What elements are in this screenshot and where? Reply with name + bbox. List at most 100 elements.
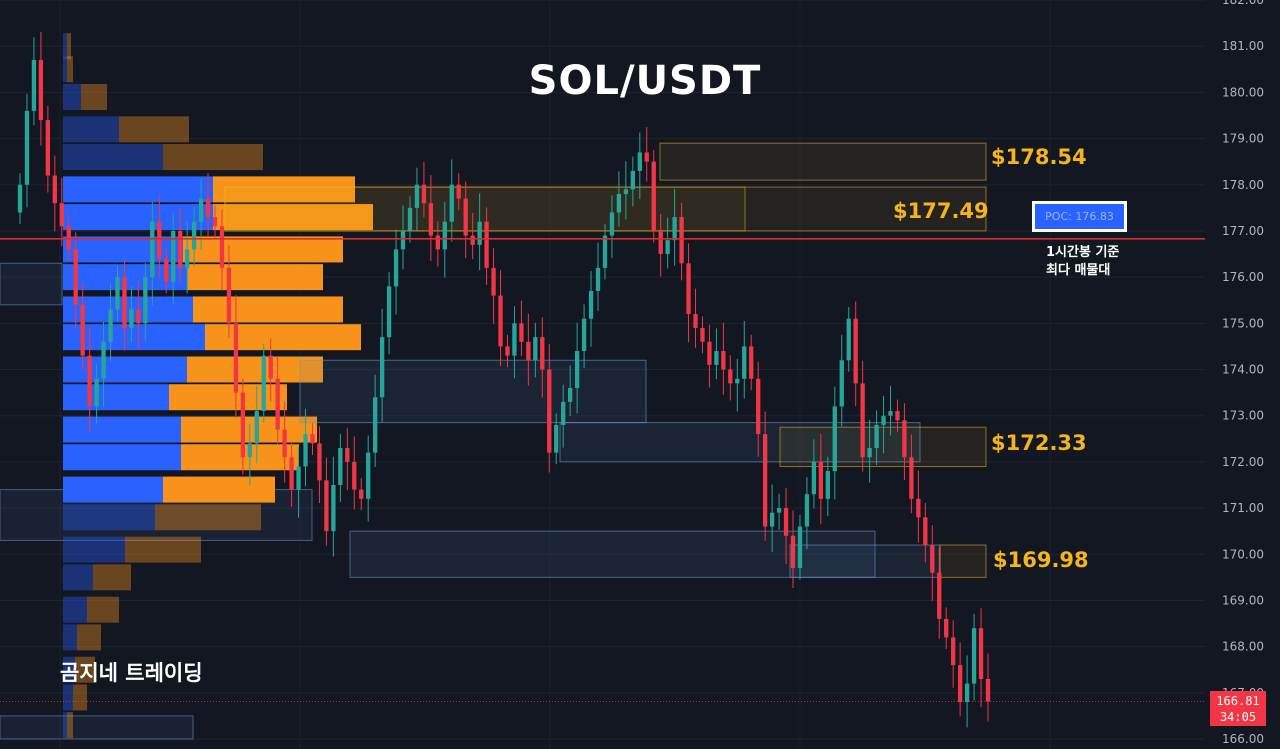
profile-bar-sell (67, 33, 71, 60)
y-tick-label: 173.00 (1222, 409, 1264, 423)
candle-body (944, 618, 949, 638)
candle-body (38, 60, 44, 121)
y-tick-label: 182.00 (1222, 0, 1264, 7)
candle-body (108, 309, 113, 342)
profile-bar-buy (63, 596, 87, 623)
candle-body (902, 420, 907, 458)
profile-bar-sell (67, 56, 73, 83)
candle-body (588, 290, 594, 319)
profile-bar-sell (163, 144, 263, 171)
y-tick-label: 179.00 (1222, 132, 1264, 146)
profile-bar-buy (63, 384, 169, 411)
candle-body (728, 369, 733, 384)
candle-body (393, 249, 399, 287)
candle-body (198, 198, 204, 222)
candle-body (804, 494, 810, 527)
candle-body (707, 341, 712, 365)
candle-body (853, 318, 858, 384)
profile-bar-buy (63, 176, 213, 203)
candle-body (498, 295, 503, 347)
candle-body (964, 683, 970, 703)
candle-body (825, 471, 830, 499)
y-tick-label: 172.00 (1222, 455, 1264, 469)
candle-body (895, 411, 900, 421)
candle-body (352, 461, 357, 490)
candle-body (143, 277, 148, 324)
price-axis[interactable]: 182.00 181.00 180.00 179.00 178.00 177.00 176.… (1222, 0, 1264, 746)
candle-body (860, 383, 865, 458)
profile-bar-buy (63, 236, 183, 263)
candle-body (846, 318, 851, 361)
poc-badge: POC: 176.83 (1032, 201, 1127, 232)
zone-label-172-33: $172.33 (991, 431, 1087, 455)
candle-body (602, 235, 608, 268)
y-tick-label: 178.00 (1222, 178, 1264, 192)
candle-body (923, 517, 928, 546)
candle-body (658, 230, 663, 255)
candle-body (930, 545, 935, 573)
candle-body (561, 401, 566, 425)
candle-body (686, 263, 691, 315)
candle-body (937, 572, 942, 619)
candle-body (164, 258, 169, 282)
zone-label-169-98: $169.98 (993, 548, 1089, 572)
profile-bar-buy (63, 476, 163, 503)
candle-body (240, 392, 246, 458)
candle-body (644, 152, 649, 162)
candle-body (832, 406, 837, 472)
candle-body (540, 337, 545, 370)
candle-body (303, 434, 308, 467)
poc-badge-text: POC: 176.83 (1035, 204, 1124, 229)
candle-body (567, 387, 573, 402)
candle-body (268, 355, 273, 379)
candle-body (226, 267, 232, 324)
profile-bar-buy (63, 504, 155, 531)
candle-body (233, 323, 239, 393)
candle-body (616, 193, 622, 213)
profile-bar-sell (187, 264, 323, 291)
profile-bar-sell (93, 564, 131, 591)
candle-body (52, 175, 57, 204)
profile-bar-buy (63, 712, 67, 739)
candle-body (491, 267, 496, 296)
profile-bar-sell (87, 596, 119, 623)
candle-body (951, 637, 956, 666)
candle-body (400, 230, 406, 250)
profile-bar-sell (213, 176, 355, 203)
candle-body (505, 346, 510, 356)
candle-body (317, 443, 322, 481)
chart-title: SOL/USDT (528, 58, 762, 104)
candle-body (66, 226, 71, 250)
profile-bar-sell (75, 656, 95, 683)
candle-body (275, 378, 280, 430)
candle-body (776, 508, 782, 513)
profile-bar-sell (163, 476, 275, 503)
poc-note-line1: 1시간봉 기준 (1046, 245, 1120, 260)
range-box (299, 359, 647, 424)
profile-bar-sell (213, 204, 373, 231)
candle-body (484, 221, 489, 268)
candle-body (888, 411, 893, 416)
candle-body (463, 198, 468, 236)
profile-bar-sell (125, 536, 201, 563)
candle-body (212, 217, 218, 227)
candle-body (456, 184, 461, 199)
candle-body (783, 508, 789, 536)
candle-body (157, 221, 162, 259)
candle-body (414, 184, 420, 208)
candle-body (247, 443, 252, 458)
candle-body (80, 304, 85, 356)
zone-box (779, 426, 987, 467)
candle-body (310, 434, 315, 444)
y-tick-label: 171.00 (1222, 501, 1264, 515)
profile-bar-sell (181, 416, 317, 443)
candle-body (749, 346, 754, 379)
candle-body (345, 448, 350, 462)
candle-body (366, 452, 371, 499)
candle-body (122, 277, 127, 328)
candle-body (428, 203, 434, 236)
candle-body (407, 207, 413, 231)
candle-body (665, 240, 670, 255)
range-box (349, 530, 876, 578)
